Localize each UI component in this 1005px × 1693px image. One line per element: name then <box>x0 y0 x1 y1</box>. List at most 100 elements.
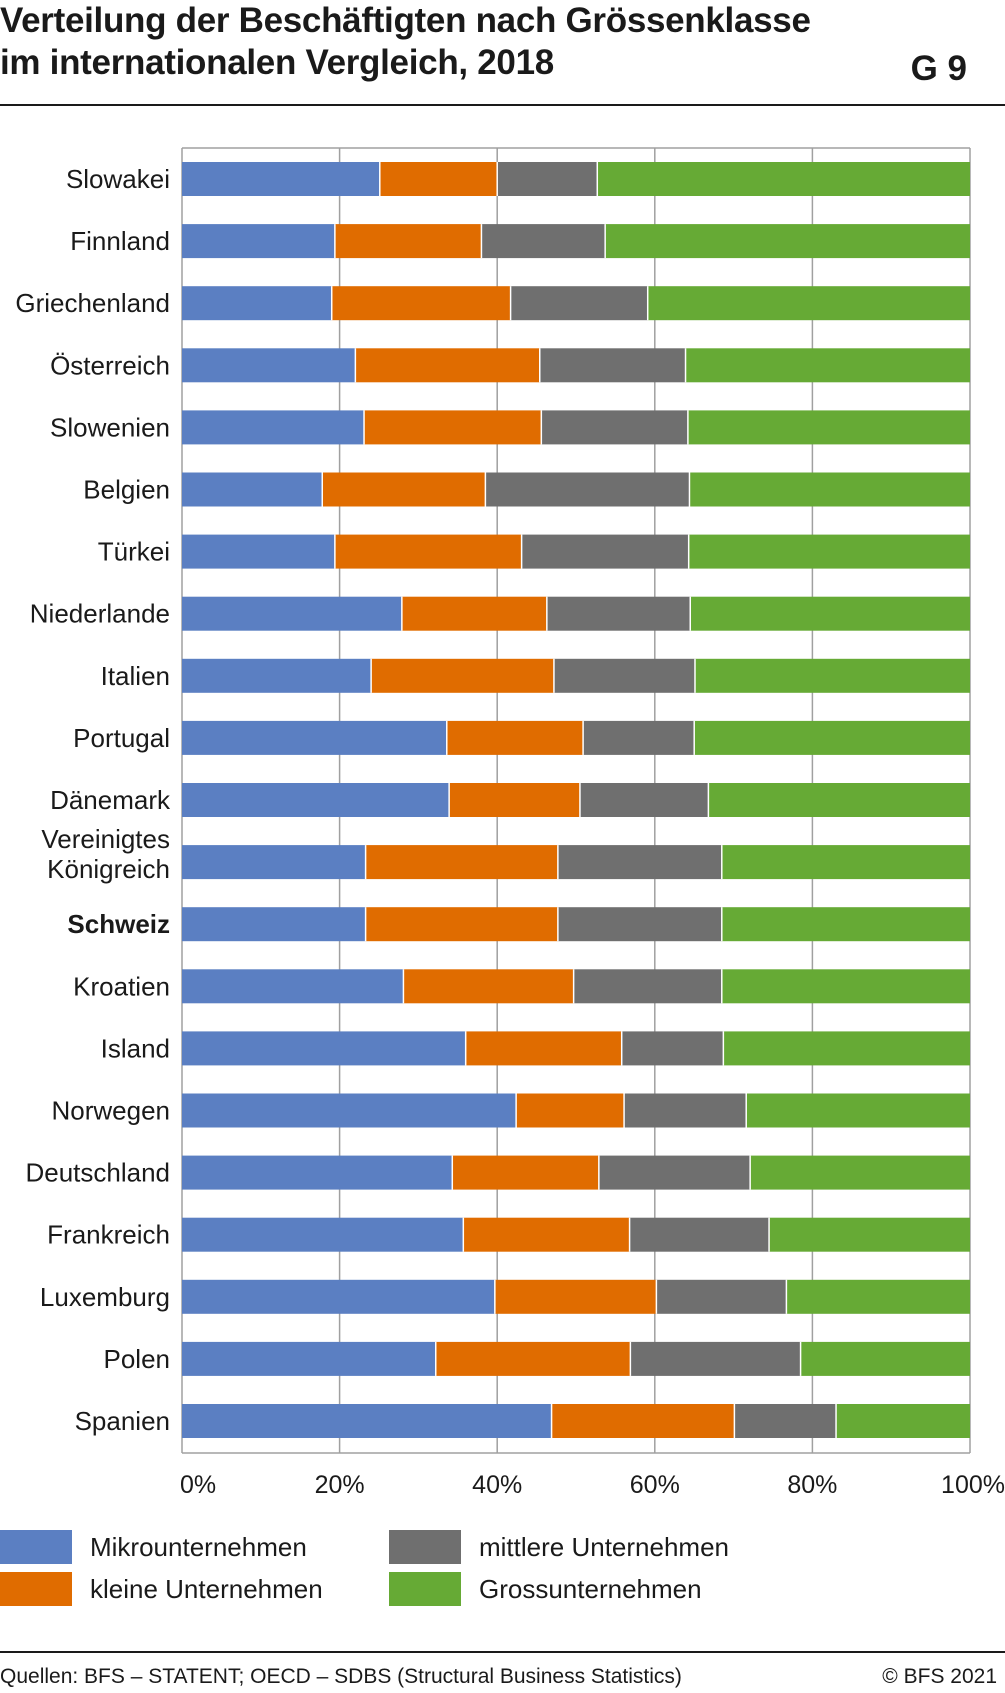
bar-segment <box>690 596 970 631</box>
bar-segment <box>182 1341 436 1376</box>
bar-segment <box>516 1093 625 1128</box>
bar-segment <box>182 410 365 445</box>
bar-segment <box>182 286 332 321</box>
category-label: Finnland <box>70 226 170 256</box>
bar-segment <box>546 596 691 631</box>
bar-segment <box>182 472 323 507</box>
bar-segment <box>365 907 558 942</box>
bar-segment <box>521 534 689 569</box>
bar-segment <box>465 1031 622 1066</box>
bar-segment <box>331 286 511 321</box>
bar-segment <box>746 1093 970 1128</box>
category-label: Königreich <box>47 854 170 884</box>
bar-segment <box>721 845 970 880</box>
bar-segment <box>182 1031 466 1066</box>
bar-segment <box>449 783 580 817</box>
bar-segment <box>694 720 970 755</box>
bar-segment <box>463 1217 630 1252</box>
bar-segment <box>800 1341 970 1376</box>
legend-swatch-small <box>0 1572 72 1606</box>
legend-swatch-micro <box>0 1530 72 1564</box>
x-tick-label: 60% <box>630 1471 680 1499</box>
legend-label-micro: Mikrounternehmen <box>90 1531 307 1562</box>
legend-swatch-large <box>389 1572 461 1606</box>
copyright: © BFS 2021 <box>882 1665 997 1688</box>
bar-segment <box>656 1279 787 1314</box>
bar-segment <box>182 162 380 196</box>
bar-segment <box>694 658 970 693</box>
bar-segment <box>510 286 648 321</box>
bar-segment <box>355 348 540 383</box>
bar-segment <box>583 720 695 755</box>
bar-segment <box>624 1093 747 1128</box>
bar-segment <box>769 1217 970 1252</box>
category-label: Polen <box>104 1344 171 1374</box>
chart-title-line-2: im internationalen Vergleich, 2018 <box>0 43 554 82</box>
bar-segment <box>836 1404 970 1438</box>
bar-segment <box>708 783 970 817</box>
bar-segment <box>182 783 450 817</box>
category-label: Dänemark <box>50 785 171 815</box>
bar-segment <box>579 783 709 817</box>
bar-segment <box>182 845 366 880</box>
bar-segment <box>182 658 372 693</box>
bar-segment <box>541 410 688 445</box>
bar-segment <box>182 1155 453 1190</box>
bar-segment <box>494 1279 657 1314</box>
category-label: Slowenien <box>50 412 170 442</box>
legend-label-medium: mittlere Unternehmen <box>479 1531 729 1562</box>
category-label: Italien <box>101 661 170 691</box>
bar-segment <box>605 224 970 259</box>
bar-segment <box>182 1404 552 1438</box>
bar-segment <box>597 162 970 196</box>
category-label: Frankreich <box>47 1220 170 1250</box>
category-label: Niederlande <box>30 599 170 629</box>
x-tick-label: 0% <box>180 1471 216 1499</box>
bar-segment <box>539 348 686 383</box>
bar-segment <box>573 969 722 1004</box>
graphic-code: G 9 <box>910 49 967 88</box>
source-note: Quellen: BFS – STATENT; OECD – SDBS (Str… <box>0 1665 682 1688</box>
bar-segment <box>689 472 970 507</box>
category-label: Slowakei <box>66 164 170 194</box>
category-label: Vereinigtes <box>41 824 170 854</box>
category-label: Griechenland <box>15 288 170 318</box>
bar-segment <box>557 845 722 880</box>
category-label: Portugal <box>73 723 170 753</box>
bar-segment <box>182 348 356 383</box>
category-label: Schweiz <box>67 909 170 939</box>
bar-segment <box>182 534 335 569</box>
footer-divider <box>0 1651 1005 1653</box>
chart-title-line-1: Verteilung der Beschäftigten nach Grösse… <box>0 1 811 40</box>
bar-segment <box>497 162 598 196</box>
category-label: Deutschland <box>25 1158 170 1188</box>
category-label: Island <box>101 1033 170 1063</box>
bar-segment <box>365 845 558 880</box>
bar-segment <box>721 907 970 942</box>
legend-label-large: Grossunternehmen <box>479 1573 702 1604</box>
bar-segment <box>621 1031 724 1066</box>
category-label: Belgien <box>83 475 170 505</box>
legend-swatch-medium <box>389 1530 461 1564</box>
x-tick-label: 80% <box>787 1471 837 1499</box>
legend-item-micro: Mikrounternehmen <box>0 1530 307 1564</box>
bar-segment <box>687 410 970 445</box>
chart-title: Verteilung der Beschäftigten nach Grösse… <box>0 0 880 84</box>
bar-segment <box>182 720 447 755</box>
bar-segment <box>485 472 690 507</box>
category-label: Türkei <box>98 537 170 567</box>
legend: Mikrounternehmen kleine Unternehmen mitt… <box>0 1530 1005 1630</box>
bar-segment <box>750 1155 970 1190</box>
bar-segment <box>182 907 366 942</box>
bar-segment <box>557 907 722 942</box>
bar-segment <box>723 1031 970 1066</box>
bar-segment <box>629 1217 770 1252</box>
bar-segment <box>379 162 498 196</box>
category-label: Luxemburg <box>40 1282 170 1312</box>
category-label: Österreich <box>50 350 170 380</box>
header-divider <box>0 104 1005 106</box>
bar-segment <box>322 472 486 507</box>
bar-segment <box>182 224 335 259</box>
bar-segment <box>334 534 522 569</box>
category-label: Norwegen <box>51 1096 170 1126</box>
